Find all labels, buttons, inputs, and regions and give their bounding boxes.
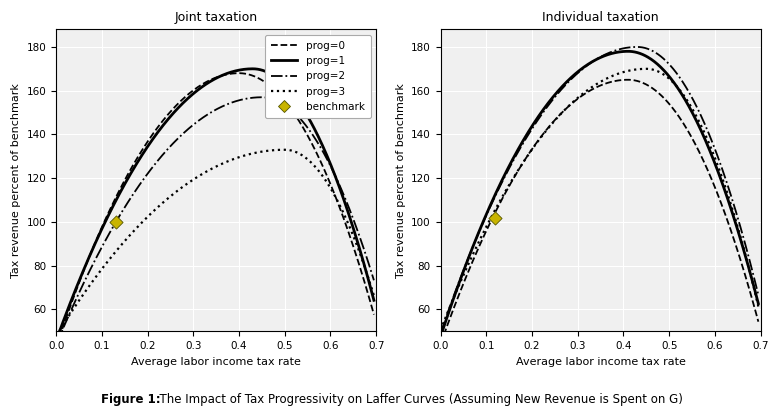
X-axis label: Average labor income tax rate: Average labor income tax rate bbox=[516, 356, 686, 366]
Title: Individual taxation: Individual taxation bbox=[542, 11, 659, 24]
Point bbox=[109, 219, 122, 225]
Y-axis label: Tax revenue percent of benchmark: Tax revenue percent of benchmark bbox=[11, 83, 21, 278]
Legend: prog=0, prog=1, prog=2, prog=3, benchmark: prog=0, prog=1, prog=2, prog=3, benchmar… bbox=[265, 35, 371, 118]
Text: The Impact of Tax Progressivity on Laffer Curves (Assuming New Revenue is Spent : The Impact of Tax Progressivity on Laffe… bbox=[152, 393, 683, 406]
X-axis label: Average labor income tax rate: Average labor income tax rate bbox=[131, 356, 301, 366]
Title: Joint taxation: Joint taxation bbox=[175, 11, 257, 24]
Text: Figure 1:: Figure 1: bbox=[101, 393, 161, 406]
Y-axis label: Tax revenue percent of benchmark: Tax revenue percent of benchmark bbox=[395, 83, 406, 278]
Point bbox=[489, 214, 502, 221]
